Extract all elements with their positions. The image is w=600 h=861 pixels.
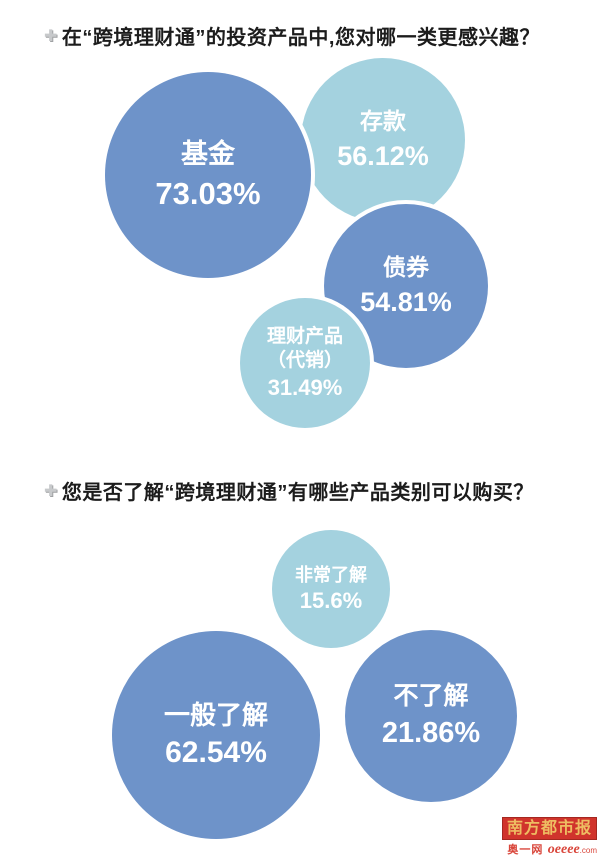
bubble-value: 56.12%: [337, 141, 429, 172]
bubble-fund: 基金 73.03%: [105, 72, 311, 278]
bubble-label: 一般了解: [163, 699, 268, 730]
question-1-title-text: 在“跨境理财通”的投资产品中,您对哪一类更感兴趣？: [61, 27, 540, 49]
bubble-value: 15.6%: [299, 588, 363, 614]
bubble-label: 存款: [360, 108, 406, 135]
bubble-somewhat-familiar: 一般了解 62.54%: [112, 631, 320, 839]
website-name-en: oeeee: [547, 842, 580, 857]
website-name-cn: 奥一网: [507, 844, 544, 856]
bubble-label: 不了解: [393, 681, 469, 710]
bubble-value: 21.86%: [381, 717, 481, 750]
bubble-label: 基金: [181, 138, 235, 169]
bubble-wealth-product: 理财产品 （代销） 31.49%: [240, 298, 370, 428]
bubble-label: 债券: [383, 254, 429, 281]
newspaper-masthead: 南方都市报: [501, 816, 597, 840]
publisher-logo: 南方都市报 奥一网 oeeee.com: [501, 816, 597, 857]
bubble-not-familiar: 不了解 21.86%: [345, 630, 517, 802]
bubble-value: 54.81%: [360, 287, 452, 318]
bubble-value: 31.49%: [267, 374, 343, 400]
website-logo: 奥一网 oeeee.com: [502, 841, 597, 857]
plus-icon: ✚: [44, 27, 58, 45]
bubble-label: 理财产品 （代销）: [266, 326, 343, 371]
bubble-label: 非常了解: [295, 564, 367, 585]
bubble-value: 62.54%: [165, 736, 267, 770]
bubble-deposit: 存款 56.12%: [301, 58, 465, 222]
question-1-title: ✚ 在“跨境理财通”的投资产品中,您对哪一类更感兴趣？: [44, 21, 540, 50]
bubble-very-familiar: 非常了解 15.6%: [272, 530, 390, 648]
question-2-title-text: 您是否了解“跨境理财通”有哪些产品类别可以购买？: [61, 482, 534, 504]
question-2-title: ✚ 您是否了解“跨境理财通”有哪些产品类别可以购买？: [44, 476, 534, 505]
plus-icon: ✚: [44, 482, 58, 500]
website-tld: .com: [579, 846, 597, 855]
bubble-value: 73.03%: [155, 176, 261, 212]
